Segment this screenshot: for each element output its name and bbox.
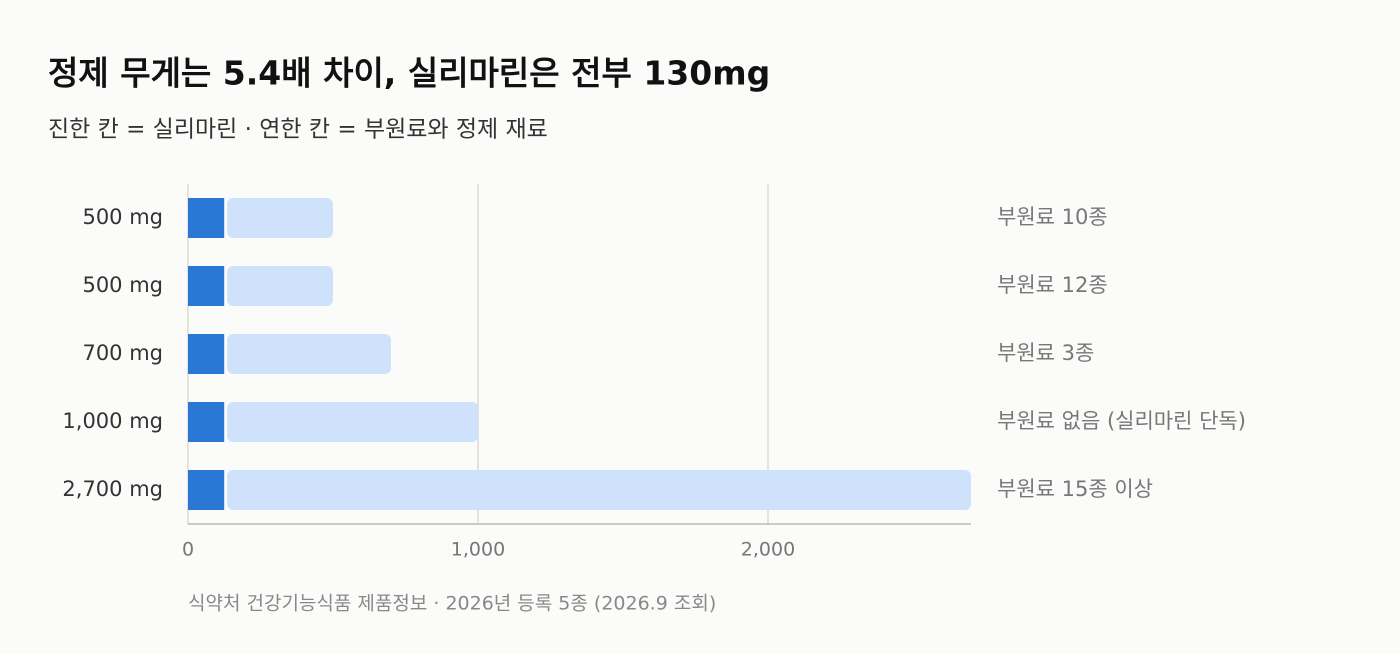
bar-segment [188,198,225,238]
bar-segment [188,402,225,442]
x-tick-label: 2,000 [741,539,795,561]
chart-title: 정제 무게는 5.4배 차이, 실리마린은 전부 130mg [48,54,770,93]
bar-segment [227,402,478,442]
y-tick-label: 700 mg [82,341,163,365]
row-annotation: 부원료 10종 [997,205,1108,229]
row-annotation: 부원료 없음 (실리마린 단독) [997,409,1246,433]
row-annotation: 부원료 3종 [997,341,1094,365]
y-tick-label: 1,000 mg [62,409,163,433]
bar-segment [188,334,225,374]
y-tick-label: 500 mg [82,205,163,229]
x-tick-label: 1,000 [451,539,505,561]
y-tick-label: 500 mg [82,273,163,297]
source-note: 식약처 건강기능식품 제품정보 · 2026년 등록 5종 (2026.9 조회… [188,593,716,615]
x-tick-label: 0 [182,539,194,561]
row-annotation: 부원료 15종 이상 [997,477,1153,501]
bar-segment [188,266,225,306]
bar-segment [227,266,333,306]
chart-subtitle: 진한 칸 = 실리마린 · 연한 칸 = 부원료와 정제 재료 [48,117,548,143]
bar-segment [227,198,333,238]
bar-segment [227,334,391,374]
y-tick-label: 2,700 mg [62,477,163,501]
bar-segment [227,470,971,510]
bar-segment [188,470,225,510]
row-annotation: 부원료 12종 [997,273,1108,297]
